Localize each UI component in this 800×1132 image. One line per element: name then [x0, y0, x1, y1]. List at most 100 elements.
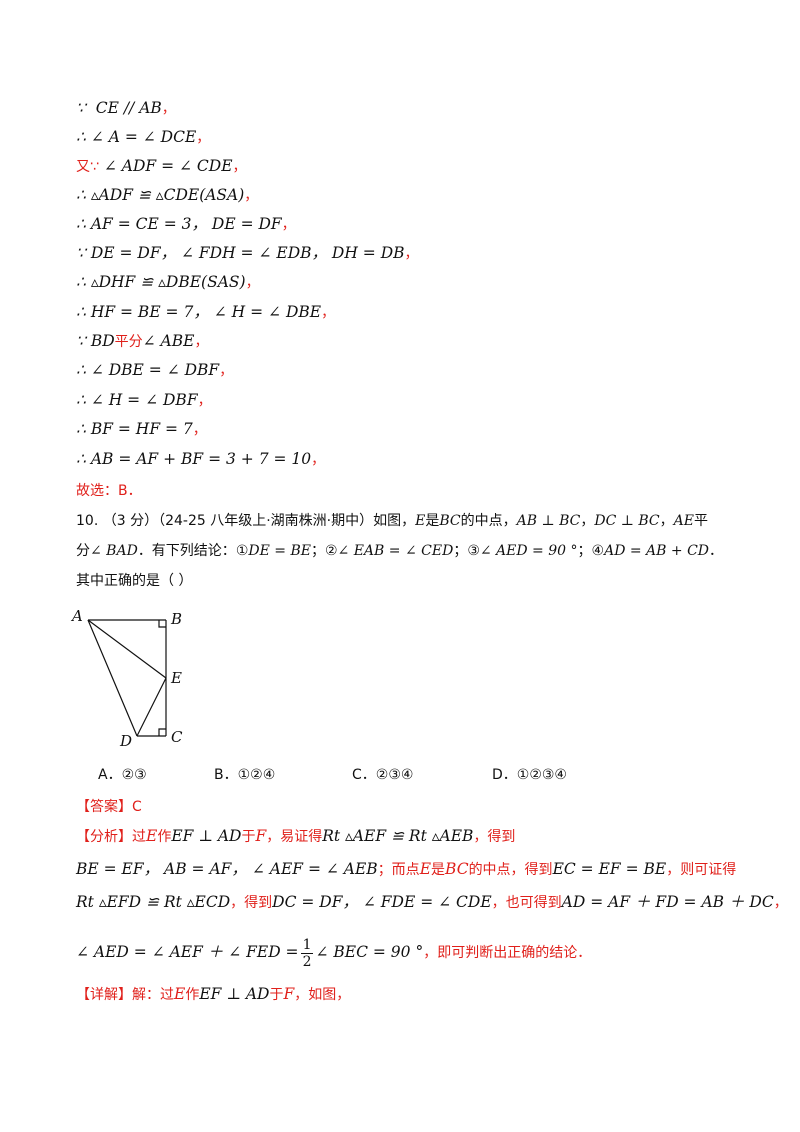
- statement: DE = BE: [248, 543, 311, 559]
- analysis-line-2: BE = EF， AB = AF， ∠ AEF = ∠ AEB；而点E是BC的中…: [76, 859, 736, 880]
- statement-number: ①: [235, 543, 249, 559]
- step-expression: BD: [90, 332, 115, 350]
- analysis-text: ，即可判断出正确的结论．: [423, 945, 592, 961]
- step-expression: ▵DHF ≌ ▵DBE(SAS): [90, 273, 246, 291]
- detail-tag: 【详解】: [76, 987, 132, 1003]
- step-expression: ∠ H = ∠ DBF: [90, 391, 198, 409]
- analysis-tag: 【分析】: [76, 829, 132, 845]
- math-var: E: [174, 985, 186, 1003]
- answer-tag: 【答案】: [76, 799, 132, 815]
- math-var: E: [415, 513, 426, 529]
- solution-step: ∴ ▵ADF ≌ ▵CDE(ASA)，: [76, 185, 258, 206]
- math-expression: ∠ AED = ∠ AEF ＋ ∠ FED =: [76, 943, 299, 961]
- step-symbol: ∴: [76, 186, 86, 204]
- analysis-text: ，得到: [230, 895, 273, 911]
- question-score: （3 分）: [102, 513, 159, 529]
- analysis-text: ，: [773, 895, 788, 911]
- step-end: ，: [192, 422, 207, 438]
- question-text: 平: [693, 513, 708, 529]
- step-end: ，: [244, 188, 259, 204]
- math-expression: EF ⊥ AD: [171, 827, 242, 845]
- step-end: ，: [196, 130, 211, 146]
- question-text: 的中点，: [460, 513, 517, 529]
- analysis-line-3: Rt ▵EFD ≌ Rt ▵ECD，得到DC = DF， ∠ FDE = ∠ C…: [76, 892, 788, 913]
- solution-step: ∴ ▵DHF ≌ ▵DBE(SAS)，: [76, 272, 260, 293]
- question-text: 分: [76, 543, 90, 559]
- option-b[interactable]: B．①②④: [214, 767, 276, 783]
- statement: ∠ EAB = ∠ CED: [337, 543, 454, 559]
- label-c: C: [171, 728, 183, 746]
- step-symbol: ∴: [76, 215, 86, 233]
- solution-step: ∵ CE // AB，: [76, 98, 176, 119]
- segment-de: [136, 677, 167, 737]
- analysis-text: ；而点: [377, 862, 420, 878]
- math-expression: EF ⊥ AD: [199, 985, 270, 1003]
- analysis-text: 于: [241, 829, 256, 845]
- answer-value: C: [132, 799, 142, 815]
- question-text: ．: [709, 543, 724, 559]
- analysis-line-1: 【分析】过E作EF ⊥ AD于F，易证得Rt ▵AEF ≌ Rt ▵AEB，得到: [76, 826, 515, 847]
- step-end: ，: [321, 305, 336, 321]
- analysis-text: ，也可得到: [491, 895, 562, 911]
- solution-step: ∴ BF = HF = 7，: [76, 419, 207, 440]
- step-symbol: ∵: [76, 244, 86, 262]
- detail-text: ，如图，: [294, 987, 351, 1003]
- math-var: F: [255, 827, 267, 845]
- step-expression: CE // AB: [95, 99, 162, 117]
- step-end: ，: [197, 393, 212, 409]
- step-symbol: ∵: [76, 332, 86, 350]
- question-text: ；: [453, 543, 468, 559]
- step-symbol: ∴: [76, 128, 86, 146]
- right-angle-b: [158, 620, 166, 628]
- step-end: ，: [281, 217, 296, 233]
- math-expression: AD = AF ＋ FD = AB ＋ DC: [561, 893, 774, 911]
- step-symbol: ∴: [76, 361, 86, 379]
- step-end: ，: [194, 334, 209, 350]
- math-var: E: [419, 860, 432, 878]
- geometry-figure: A B E C D: [70, 607, 183, 750]
- solution-step: ∴ AF = CE = 3， DE = DF，: [76, 214, 296, 235]
- question-line-3: 其中正确的是（ ）: [76, 573, 193, 589]
- question-number: 10.: [76, 513, 99, 529]
- statement-number: ③: [467, 543, 480, 559]
- question-text: ，: [580, 513, 595, 529]
- analysis-text: 过: [132, 829, 146, 845]
- step-expression: ∠ ADF = ∠ CDE: [103, 157, 233, 175]
- step-expression: ▵ADF ≌ ▵CDE(ASA): [90, 186, 245, 204]
- solution-step: ∴ HF = BE = 7， ∠ H = ∠ DBE，: [76, 302, 335, 323]
- step-end: ，: [219, 363, 234, 379]
- step-expression: BF = HF = 7: [90, 420, 193, 438]
- answer-line: 【答案】C: [76, 796, 142, 817]
- solution-step: ∴ ∠ H = ∠ DBF，: [76, 390, 212, 411]
- solution-step: ∴ ∠ DBE = ∠ DBF，: [76, 360, 233, 381]
- step-expression: AB = AF + BF = 3 + 7 = 10: [90, 450, 312, 468]
- option-d[interactable]: D．①②③④: [492, 767, 567, 783]
- fraction-numerator: 1: [300, 936, 314, 954]
- question-text: 是: [425, 513, 440, 529]
- step-expression: ∠ DBE = ∠ DBF: [90, 361, 220, 379]
- question-text: ；: [310, 543, 325, 559]
- analysis-text: ，易证得: [266, 829, 323, 845]
- step-symbol: ∴: [76, 450, 86, 468]
- right-angle-c: [158, 728, 166, 736]
- step-expression: HF = BE = 7， ∠ H = ∠ DBE: [90, 303, 322, 321]
- option-a[interactable]: A．②③: [98, 767, 147, 783]
- question-text: 如图，: [373, 513, 416, 529]
- math-var: BC: [445, 860, 469, 878]
- option-c[interactable]: C．②③④: [352, 767, 414, 783]
- statement-number: ④: [591, 543, 605, 559]
- question-text: ．有下列结论：: [137, 543, 236, 559]
- step-symbol: ∴: [76, 420, 86, 438]
- math-expression: Rt ▵EFD ≌ Rt ▵ECD: [76, 893, 231, 911]
- math-expression: DC = DF， ∠ FDE = ∠ CDE: [272, 893, 492, 911]
- math-var: F: [283, 985, 295, 1003]
- statement-number: ②: [324, 543, 338, 559]
- detail-text: 解：过: [132, 987, 174, 1003]
- math-var: E: [146, 827, 158, 845]
- detail-text: 作: [185, 987, 200, 1003]
- solution-step: ∴ ∠ A = ∠ DCE，: [76, 127, 210, 148]
- step-symbol: ∴: [76, 303, 86, 321]
- step-expression: DE = DF， ∠ FDH = ∠ EDB， DH = DB: [90, 244, 405, 262]
